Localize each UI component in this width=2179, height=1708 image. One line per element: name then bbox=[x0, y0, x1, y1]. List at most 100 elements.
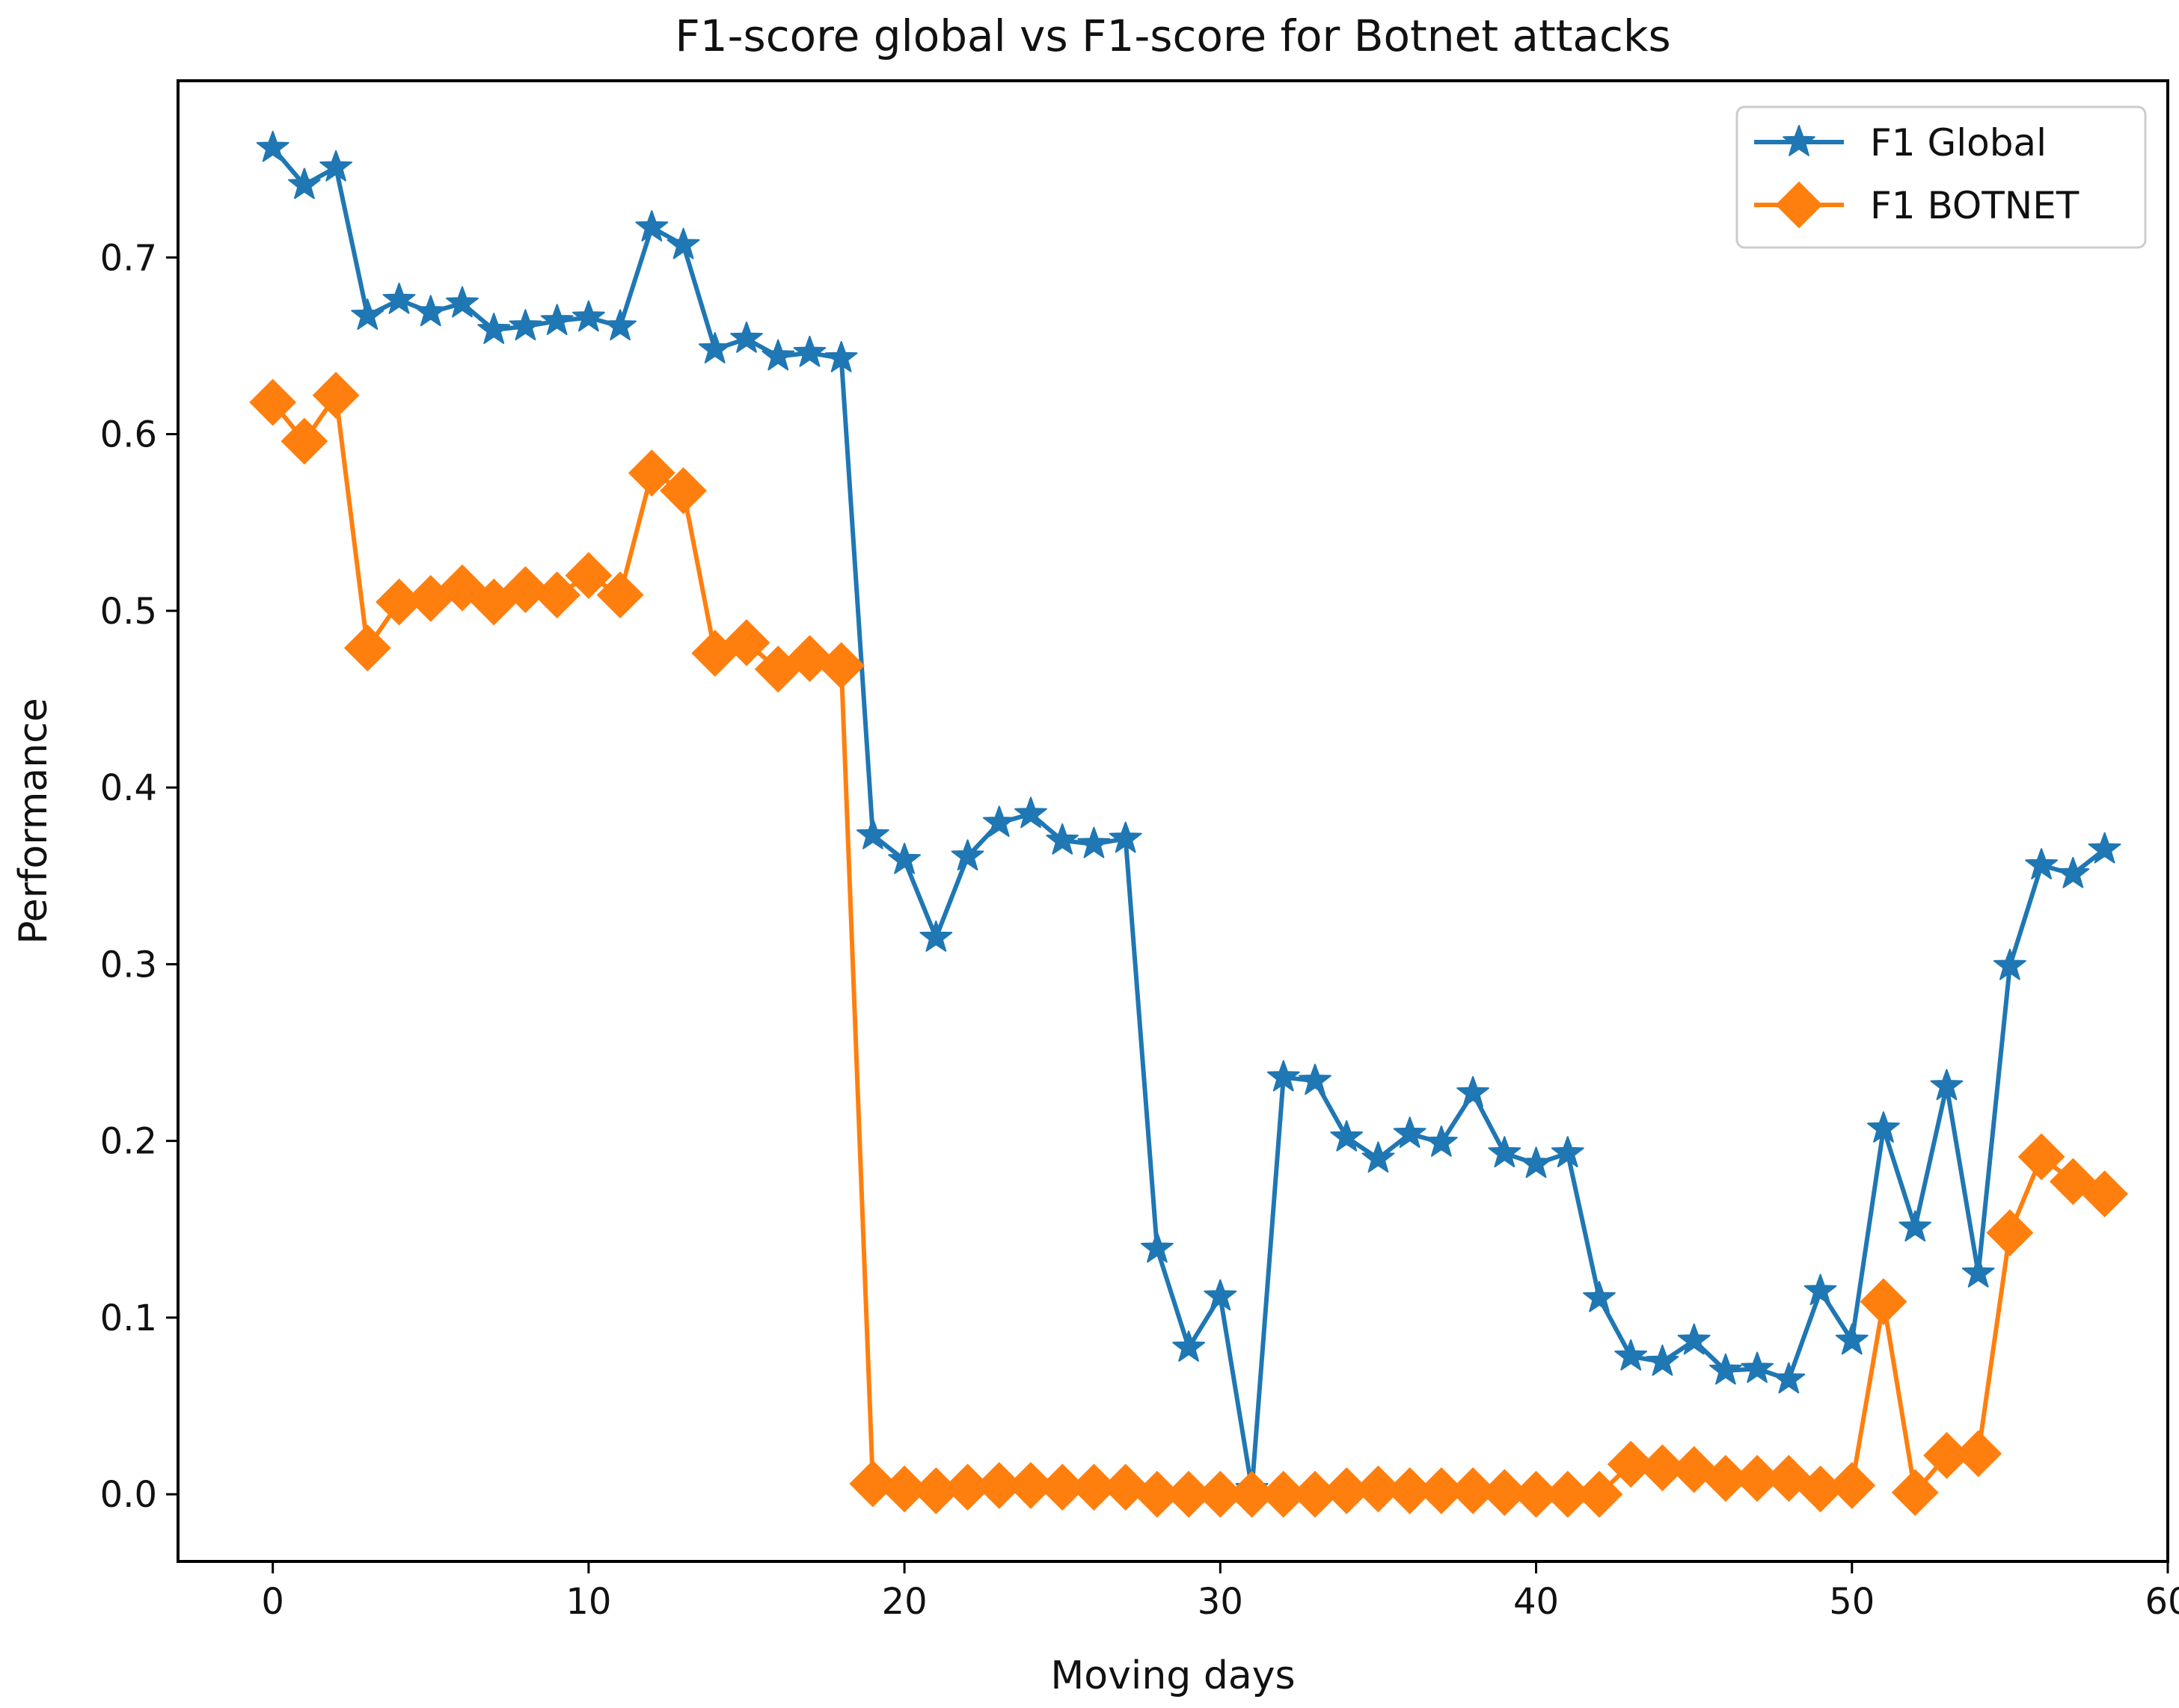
data-point bbox=[1109, 821, 1142, 853]
legend-marker bbox=[1775, 181, 1823, 229]
data-point bbox=[1614, 1339, 1648, 1371]
data-point bbox=[343, 624, 391, 672]
data-point bbox=[723, 618, 770, 666]
data-point bbox=[1266, 1060, 1300, 1092]
data-point bbox=[249, 378, 297, 426]
data-point bbox=[1709, 1353, 1742, 1385]
data-point bbox=[818, 642, 865, 689]
data-point bbox=[1299, 1063, 1331, 1096]
data-point bbox=[2056, 856, 2090, 888]
data-point bbox=[1172, 1330, 1205, 1362]
data-point bbox=[666, 227, 700, 259]
data-point bbox=[533, 571, 581, 618]
data-point bbox=[1930, 1069, 1964, 1101]
data-point bbox=[628, 449, 675, 497]
x-tick-label: 0 bbox=[261, 1581, 284, 1623]
data-point bbox=[1355, 1465, 1402, 1513]
data-point bbox=[1828, 1461, 1876, 1509]
x-tick-label: 30 bbox=[1198, 1581, 1243, 1623]
data-point bbox=[1070, 1463, 1118, 1511]
data-point bbox=[951, 839, 984, 871]
legend-label: F1 BOTNET bbox=[1870, 184, 2080, 227]
data-point bbox=[888, 843, 921, 874]
y-tick-label: 0.6 bbox=[100, 414, 157, 456]
data-point bbox=[1986, 1209, 2034, 1256]
data-point bbox=[1803, 1274, 1837, 1306]
data-point bbox=[975, 1461, 1023, 1509]
data-point bbox=[256, 130, 289, 162]
legend-marker bbox=[1783, 125, 1815, 156]
series-group bbox=[249, 130, 2128, 1518]
data-point bbox=[856, 817, 889, 850]
y-tick-label: 0.5 bbox=[100, 591, 157, 633]
data-point bbox=[446, 286, 479, 318]
data-point bbox=[1955, 1430, 2002, 1478]
data-point bbox=[319, 150, 352, 182]
data-point bbox=[1898, 1210, 1932, 1242]
data-point bbox=[1993, 948, 2026, 980]
data-point bbox=[1260, 1470, 1308, 1518]
data-point bbox=[1867, 1111, 1900, 1143]
legend: F1 Global F1 BOTNET bbox=[1735, 105, 2147, 249]
data-point bbox=[1038, 1463, 1086, 1511]
data-point bbox=[1449, 1467, 1497, 1514]
data-point bbox=[1583, 1280, 1616, 1312]
data-point bbox=[730, 322, 763, 353]
data-point bbox=[1891, 1469, 1939, 1517]
data-point bbox=[1639, 1444, 1686, 1492]
data-point bbox=[793, 335, 827, 367]
x-tick-label: 50 bbox=[1829, 1581, 1875, 1623]
data-point bbox=[1046, 823, 1079, 855]
data-point bbox=[660, 467, 707, 514]
data-point bbox=[1014, 796, 1047, 829]
data-point bbox=[1456, 1075, 1489, 1108]
data-point bbox=[1551, 1136, 1584, 1167]
legend-item: F1 Global bbox=[1754, 121, 2047, 165]
data-point bbox=[1575, 1470, 1623, 1518]
data-point bbox=[880, 1465, 928, 1513]
x-tick-label: 60 bbox=[2145, 1581, 2179, 1623]
data-point bbox=[572, 300, 605, 332]
data-point bbox=[288, 168, 321, 200]
data-point bbox=[849, 1460, 897, 1508]
data-point bbox=[1677, 1323, 1711, 1355]
data-point bbox=[1418, 1467, 1465, 1514]
data-point bbox=[919, 920, 953, 952]
data-point bbox=[1165, 1470, 1213, 1518]
series-f1-botnet bbox=[249, 372, 2128, 1518]
data-point bbox=[1077, 826, 1111, 858]
data-point bbox=[1133, 1470, 1181, 1518]
data-point bbox=[502, 566, 549, 613]
data-point bbox=[698, 332, 732, 363]
data-point bbox=[1425, 1125, 1458, 1157]
y-axis-label: Performance bbox=[11, 698, 56, 944]
data-point bbox=[1519, 1146, 1553, 1179]
data-point bbox=[477, 313, 511, 344]
data-point bbox=[414, 295, 447, 327]
data-point bbox=[1772, 1362, 1806, 1394]
data-point bbox=[1860, 1278, 1907, 1326]
data-point bbox=[1204, 1279, 1237, 1311]
data-point bbox=[1702, 1454, 1750, 1502]
data-point bbox=[1733, 1454, 1781, 1502]
series-f1-global bbox=[256, 130, 2121, 1503]
x-tick-label: 10 bbox=[566, 1581, 611, 1623]
data-point bbox=[1196, 1470, 1244, 1518]
data-point bbox=[1480, 1469, 1528, 1517]
data-point bbox=[1488, 1136, 1521, 1167]
y-tick-label: 0.2 bbox=[100, 1121, 157, 1163]
legend-label: F1 Global bbox=[1870, 121, 2047, 165]
data-point bbox=[761, 339, 795, 371]
data-point bbox=[635, 210, 669, 242]
data-point bbox=[2088, 832, 2121, 864]
data-point bbox=[565, 552, 613, 599]
data-point bbox=[540, 304, 574, 336]
data-point bbox=[1835, 1323, 1869, 1355]
data-point bbox=[1361, 1141, 1395, 1173]
data-point bbox=[1330, 1119, 1364, 1152]
data-point bbox=[596, 571, 644, 618]
data-point bbox=[604, 309, 637, 341]
data-point bbox=[1513, 1470, 1560, 1518]
